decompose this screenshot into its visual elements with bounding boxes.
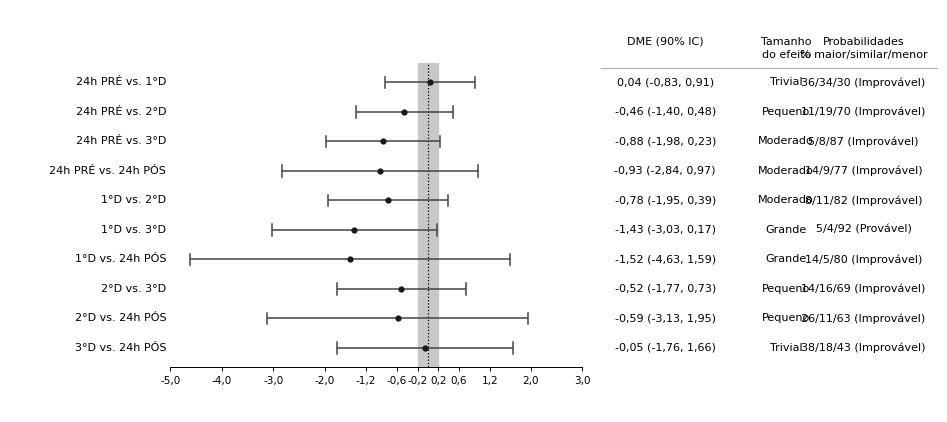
Text: 24h PRÉ vs. 3°D: 24h PRÉ vs. 3°D — [76, 136, 167, 146]
Text: Grande: Grande — [765, 225, 807, 235]
Text: 0,04 (-0,83, 0,91): 0,04 (-0,83, 0,91) — [616, 78, 714, 87]
Text: 5/8/87 (Improvável): 5/8/87 (Improvável) — [809, 136, 919, 147]
Text: Moderado: Moderado — [759, 195, 814, 206]
Text: 1°D vs. 2°D: 1°D vs. 2°D — [101, 195, 167, 206]
Text: % maior/similar/menor: % maior/similar/menor — [800, 50, 927, 60]
Text: -0,78 (-1,95, 0,39): -0,78 (-1,95, 0,39) — [615, 195, 716, 206]
Text: 14/5/80 (Improvável): 14/5/80 (Improvável) — [805, 254, 922, 265]
Text: 36/34/30 (Improvável): 36/34/30 (Improvável) — [801, 77, 926, 88]
Text: -0,46 (-1,40, 0,48): -0,46 (-1,40, 0,48) — [615, 107, 716, 117]
Text: 1°D vs. 24h PÓS: 1°D vs. 24h PÓS — [75, 254, 167, 265]
Text: -0,52 (-1,77, 0,73): -0,52 (-1,77, 0,73) — [615, 284, 716, 294]
Text: Pequeno: Pequeno — [762, 284, 811, 294]
Text: 24h PRÉ vs. 1°D: 24h PRÉ vs. 1°D — [76, 78, 167, 87]
Text: Moderado: Moderado — [759, 166, 814, 176]
Text: 11/19/70 (Improvável): 11/19/70 (Improvável) — [801, 107, 926, 117]
Text: Tamanho: Tamanho — [761, 37, 812, 46]
Text: Probabilidades: Probabilidades — [823, 37, 904, 46]
Text: -0,88 (-1,98, 0,23): -0,88 (-1,98, 0,23) — [615, 136, 716, 146]
Text: Pequeno: Pequeno — [762, 107, 811, 117]
Text: Grande: Grande — [765, 254, 807, 265]
Text: 8/11/82 (Improvável): 8/11/82 (Improvável) — [805, 195, 922, 206]
Text: 38/18/43 (Improvável): 38/18/43 (Improvável) — [801, 343, 926, 353]
Text: 14/16/69 (Improvável): 14/16/69 (Improvável) — [801, 284, 926, 294]
Text: -0,05 (-1,76, 1,66): -0,05 (-1,76, 1,66) — [615, 343, 716, 353]
Text: -0,93 (-2,84, 0,97): -0,93 (-2,84, 0,97) — [615, 166, 716, 176]
Text: Pequeno: Pequeno — [762, 314, 811, 324]
Text: 2°D vs. 24h PÓS: 2°D vs. 24h PÓS — [75, 314, 167, 324]
Text: 24h PRÉ vs. 24h PÓS: 24h PRÉ vs. 24h PÓS — [49, 166, 167, 176]
Text: Moderado: Moderado — [759, 136, 814, 146]
Text: 14/9/77 (Improvável): 14/9/77 (Improvável) — [805, 166, 922, 176]
Text: 5/4/92 (Provável): 5/4/92 (Provável) — [815, 225, 912, 235]
Text: Trivial: Trivial — [770, 343, 802, 353]
Text: -1,43 (-3,03, 0,17): -1,43 (-3,03, 0,17) — [615, 225, 716, 235]
Text: -0,59 (-3,13, 1,95): -0,59 (-3,13, 1,95) — [615, 314, 716, 324]
Bar — [418, 63, 438, 367]
Text: -1,52 (-4,63, 1,59): -1,52 (-4,63, 1,59) — [615, 254, 716, 265]
Text: 26/11/63 (Improvável): 26/11/63 (Improvável) — [801, 313, 926, 324]
Text: do efeito: do efeito — [761, 50, 811, 60]
Text: DME (90% IC): DME (90% IC) — [627, 37, 704, 46]
Text: Trivial: Trivial — [770, 78, 802, 87]
Text: 1°D vs. 3°D: 1°D vs. 3°D — [101, 225, 167, 235]
Text: 24h PRÉ vs. 2°D: 24h PRÉ vs. 2°D — [76, 107, 167, 117]
Text: 2°D vs. 3°D: 2°D vs. 3°D — [101, 284, 167, 294]
Text: 3°D vs. 24h PÓS: 3°D vs. 24h PÓS — [75, 343, 167, 353]
